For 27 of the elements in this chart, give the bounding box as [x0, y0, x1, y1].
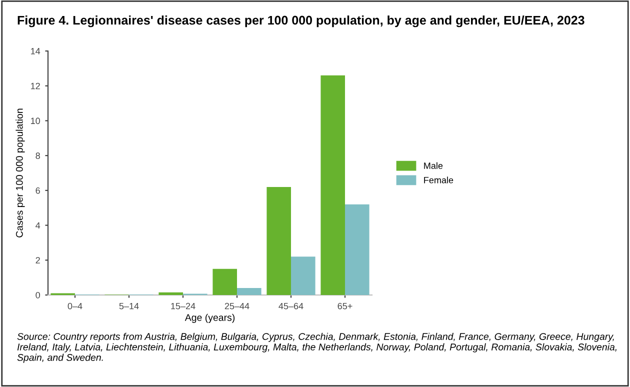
y-axis-title: Cases per 100 000 population: [16, 108, 25, 238]
legend-label: Male: [424, 162, 443, 169]
y-tick-label: 6: [36, 187, 40, 194]
x-tick-label: 25–44: [224, 302, 250, 310]
y-tick-label: 10: [31, 118, 40, 124]
x-tick-label: 15–24: [171, 302, 196, 310]
y-tick-label: 14: [31, 48, 40, 54]
bar: [158, 292, 183, 295]
y-tick-label: 4: [36, 222, 40, 229]
x-tick-label: 65+: [338, 302, 352, 310]
y-tick-label: 2: [36, 257, 40, 264]
bar: [291, 256, 316, 295]
x-tick-label: 5–14: [119, 302, 139, 310]
x-axis-title: Age (years): [184, 314, 235, 323]
bar: [237, 288, 262, 295]
legend-label: Female: [424, 176, 454, 184]
source-note: Source: Country reports from Austria, Belgium, Bulgaria, Cyprus, Czechia, Denmark, Estonia, Finland, France, Germany, Greece, Hungary, Ireland, Italy, Latvia, Liechtenstein, Lithuania, Luxembourg, Malta, the Netherlands, Norway, Poland, Portugal, Romania, Slovakia, Slovenia, Spain, and Sweden.: [17, 332, 616, 363]
x-tick-label: 45–64: [278, 302, 304, 310]
bar: [345, 204, 370, 295]
bar: [212, 268, 237, 295]
chart-title: Figure 4. Legionnaires' disease cases per 100 000 population, by age and gender, EU/EEA, 2023: [18, 15, 584, 28]
bar: [320, 75, 345, 295]
x-tick-label: 0–4: [68, 302, 82, 310]
y-tick-label: 12: [31, 82, 40, 90]
y-tick-label: 0: [36, 292, 40, 298]
bar: [266, 186, 291, 295]
y-tick-label: 8: [36, 152, 40, 159]
